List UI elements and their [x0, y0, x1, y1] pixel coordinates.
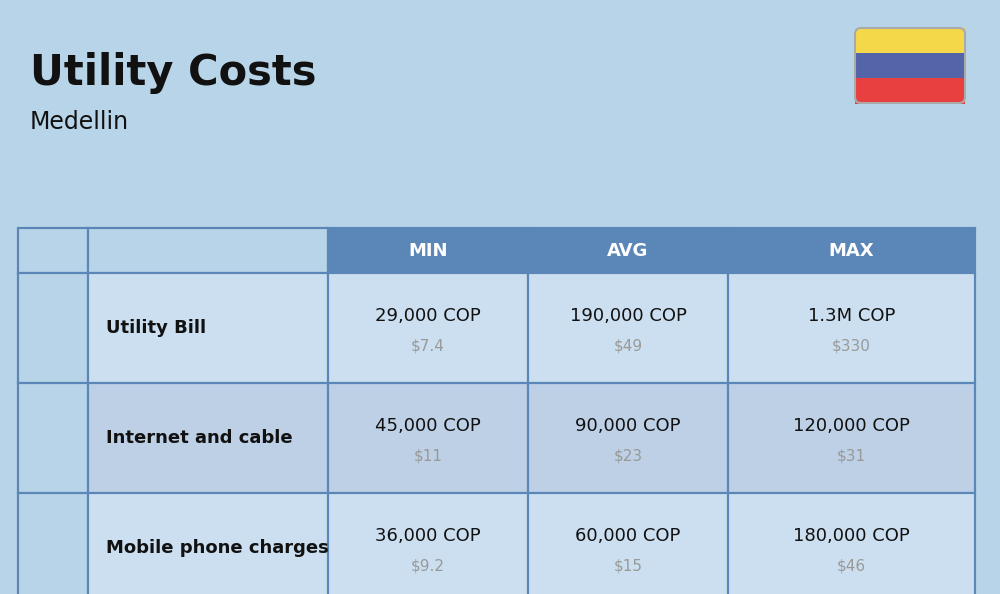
Bar [328, 273, 528, 383]
Text: Utility Bill: Utility Bill [106, 319, 206, 337]
Text: MIN: MIN [408, 242, 448, 260]
Text: 36,000 COP: 36,000 COP [375, 527, 481, 545]
Bar [855, 78, 965, 103]
Bar [88, 493, 328, 594]
Text: 190,000 COP: 190,000 COP [570, 307, 686, 325]
Bar [728, 493, 975, 594]
Bar [328, 228, 528, 273]
Text: Internet and cable: Internet and cable [106, 429, 293, 447]
Text: 29,000 COP: 29,000 COP [375, 307, 481, 325]
Text: 120,000 COP: 120,000 COP [793, 417, 910, 435]
Bar [528, 383, 728, 493]
Bar [18, 493, 88, 594]
Text: $15: $15 [614, 558, 642, 573]
Bar [18, 383, 88, 493]
Text: Medellin: Medellin [30, 110, 129, 134]
Bar [88, 383, 328, 493]
Text: Utility Costs: Utility Costs [30, 52, 316, 94]
Text: 45,000 COP: 45,000 COP [375, 417, 481, 435]
Text: Mobile phone charges: Mobile phone charges [106, 539, 329, 557]
Bar [18, 273, 88, 383]
Text: 180,000 COP: 180,000 COP [793, 527, 910, 545]
Bar [855, 28, 965, 53]
Bar [528, 228, 728, 273]
Text: $9.2: $9.2 [411, 558, 445, 573]
Text: $31: $31 [837, 448, 866, 463]
Text: $11: $11 [414, 448, 442, 463]
Bar [728, 273, 975, 383]
Bar [728, 228, 975, 273]
Text: 90,000 COP: 90,000 COP [575, 417, 681, 435]
Bar [328, 493, 528, 594]
Text: $330: $330 [832, 339, 871, 353]
Text: $7.4: $7.4 [411, 339, 445, 353]
Bar [328, 383, 528, 493]
Text: 60,000 COP: 60,000 COP [575, 527, 681, 545]
Bar [855, 53, 965, 78]
Text: MAX: MAX [829, 242, 874, 260]
Bar [528, 493, 728, 594]
Bar [18, 228, 88, 273]
Bar [88, 228, 328, 273]
Bar [528, 273, 728, 383]
Text: $23: $23 [613, 448, 643, 463]
Bar [88, 273, 328, 383]
Text: $46: $46 [837, 558, 866, 573]
Text: $49: $49 [613, 339, 643, 353]
Text: 1.3M COP: 1.3M COP [808, 307, 895, 325]
Text: AVG: AVG [607, 242, 649, 260]
Bar [728, 383, 975, 493]
